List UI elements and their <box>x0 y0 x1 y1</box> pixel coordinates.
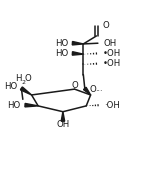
Text: H: H <box>15 74 21 83</box>
Text: HO: HO <box>55 49 68 58</box>
Text: ·OH: ·OH <box>104 101 120 110</box>
Text: HO: HO <box>7 101 20 110</box>
Polygon shape <box>20 87 32 95</box>
Text: •OH: •OH <box>103 49 121 58</box>
Text: OH: OH <box>103 39 116 48</box>
Polygon shape <box>72 52 83 55</box>
Polygon shape <box>84 87 91 95</box>
Text: O: O <box>89 85 96 94</box>
Text: O: O <box>102 21 109 30</box>
Polygon shape <box>61 112 65 121</box>
Polygon shape <box>25 103 38 107</box>
Text: OH: OH <box>56 120 69 129</box>
Text: O: O <box>25 74 32 83</box>
Text: ···: ··· <box>95 88 102 96</box>
Polygon shape <box>72 42 83 45</box>
Text: 2: 2 <box>22 80 26 85</box>
Text: •OH: •OH <box>103 59 121 68</box>
Text: HO: HO <box>55 39 68 48</box>
Text: O: O <box>72 81 78 90</box>
Text: HO: HO <box>4 82 17 91</box>
